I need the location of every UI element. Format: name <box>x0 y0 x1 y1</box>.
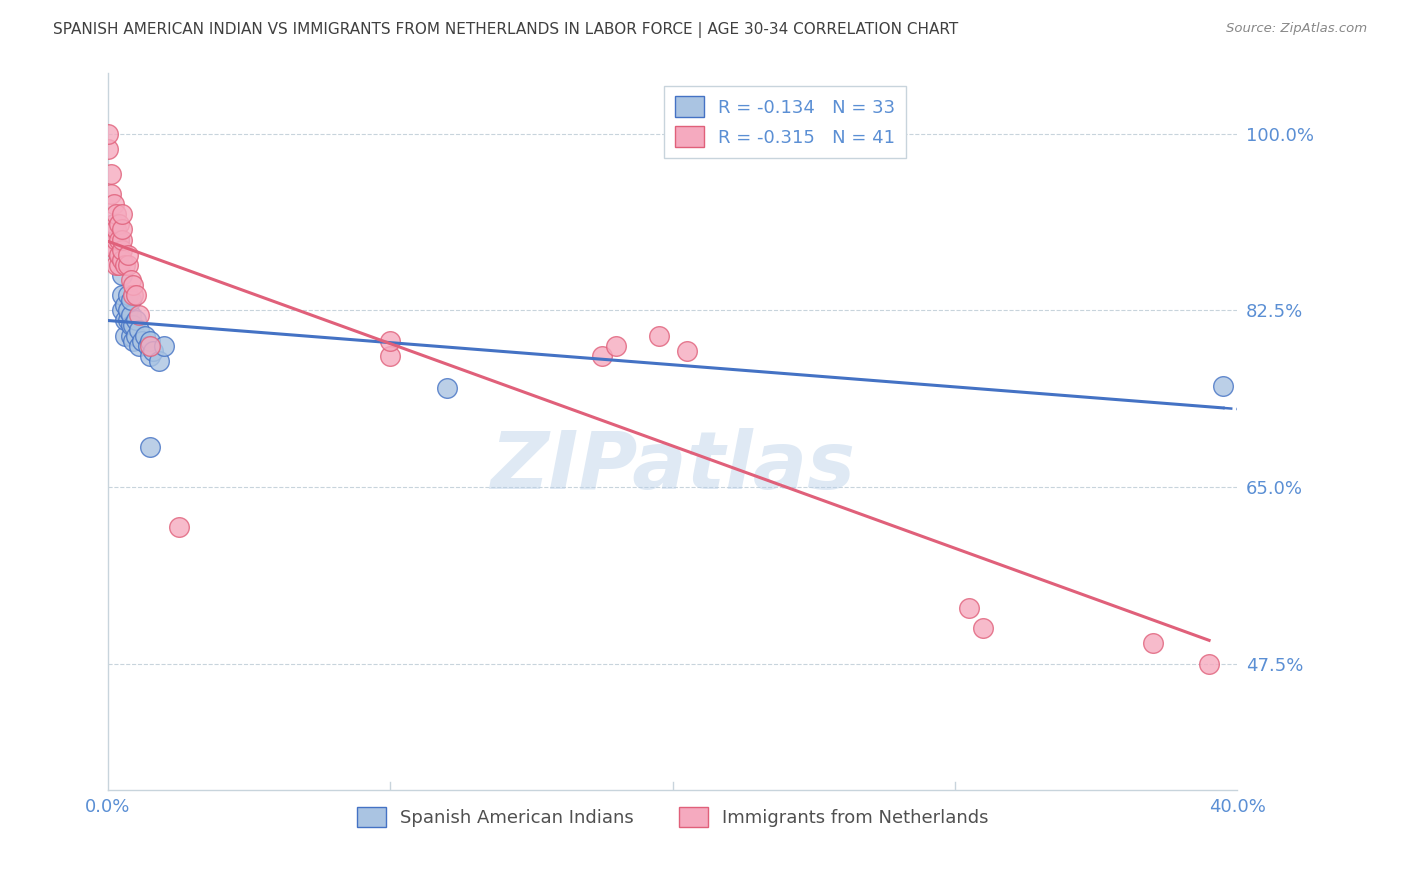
Point <box>105 222 128 236</box>
Point <box>128 323 150 337</box>
Point <box>111 222 134 236</box>
Point <box>972 621 994 635</box>
Point <box>122 318 145 333</box>
Point <box>167 520 190 534</box>
Point <box>111 288 134 302</box>
Point <box>108 233 131 247</box>
Point <box>122 278 145 293</box>
Point <box>122 288 145 302</box>
Point <box>111 303 134 318</box>
Point <box>142 343 165 358</box>
Point <box>605 338 627 352</box>
Text: Source: ZipAtlas.com: Source: ZipAtlas.com <box>1226 22 1367 36</box>
Point <box>148 353 170 368</box>
Point <box>153 338 176 352</box>
Point <box>139 338 162 352</box>
Point <box>103 218 125 232</box>
Point <box>120 309 142 323</box>
Point <box>108 248 131 262</box>
Point <box>1212 379 1234 393</box>
Point <box>128 309 150 323</box>
Point <box>591 349 613 363</box>
Point <box>114 313 136 327</box>
Point <box>105 243 128 257</box>
Point <box>139 334 162 348</box>
Text: SPANISH AMERICAN INDIAN VS IMMIGRANTS FROM NETHERLANDS IN LABOR FORCE | AGE 30-3: SPANISH AMERICAN INDIAN VS IMMIGRANTS FR… <box>53 22 959 38</box>
Legend: Spanish American Indians, Immigrants from Netherlands: Spanish American Indians, Immigrants fro… <box>350 799 995 835</box>
Point <box>117 258 139 272</box>
Point <box>120 273 142 287</box>
Point <box>105 258 128 272</box>
Point <box>134 328 156 343</box>
Point <box>117 313 139 327</box>
Point <box>97 142 120 156</box>
Point <box>114 298 136 312</box>
Point <box>128 338 150 352</box>
Point <box>131 334 153 348</box>
Point <box>1198 657 1220 671</box>
Point <box>675 343 697 358</box>
Point <box>111 233 134 247</box>
Point <box>114 258 136 272</box>
Point <box>120 293 142 308</box>
Point <box>436 381 458 395</box>
Point <box>380 334 402 348</box>
Point <box>117 303 139 318</box>
Point <box>108 218 131 232</box>
Point <box>122 334 145 348</box>
Point <box>103 218 125 232</box>
Point <box>103 197 125 211</box>
Point <box>117 248 139 262</box>
Point <box>120 318 142 333</box>
Point <box>103 237 125 252</box>
Point <box>125 288 148 302</box>
Point <box>97 127 120 141</box>
Point <box>1142 636 1164 650</box>
Point <box>111 243 134 257</box>
Point <box>120 328 142 343</box>
Point <box>117 288 139 302</box>
Point <box>108 248 131 262</box>
Point <box>111 268 134 282</box>
Point <box>139 440 162 454</box>
Point <box>125 313 148 327</box>
Point <box>108 233 131 247</box>
Point <box>139 349 162 363</box>
Point <box>105 207 128 221</box>
Point <box>136 338 159 352</box>
Point <box>957 601 980 615</box>
Point <box>114 328 136 343</box>
Point <box>125 328 148 343</box>
Point <box>111 207 134 221</box>
Text: ZIPatlas: ZIPatlas <box>491 428 855 507</box>
Point <box>647 328 669 343</box>
Point <box>100 167 122 181</box>
Point <box>108 258 131 272</box>
Point <box>100 187 122 202</box>
Point <box>105 233 128 247</box>
Point <box>380 349 402 363</box>
Point <box>111 252 134 267</box>
